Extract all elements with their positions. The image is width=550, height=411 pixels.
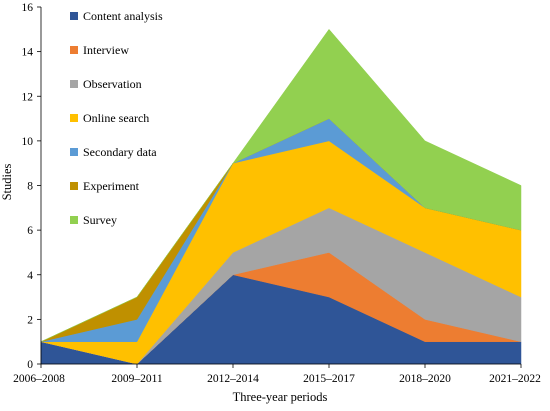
legend-swatch	[70, 46, 78, 54]
legend-swatch	[70, 216, 78, 224]
legend-swatch	[70, 80, 78, 88]
y-tick-label: 2	[27, 314, 33, 326]
y-axis-title: Studies	[0, 163, 14, 200]
y-tick-label: 6	[27, 225, 33, 237]
legend-swatch	[70, 148, 78, 156]
legend: Content analysis Interview Observation Onli…	[70, 9, 163, 227]
y-tick-label: 12	[22, 91, 34, 103]
area-survey	[40, 28, 522, 342]
y-tick-labels: 0 2 4 6 8 10 12 14 16	[22, 2, 34, 371]
legend-label: Content analysis	[83, 9, 163, 23]
x-tick-label: 2012–2014	[207, 373, 259, 385]
legend-swatch	[70, 182, 78, 190]
legend-swatch	[70, 12, 78, 20]
legend-label: Observation	[83, 77, 142, 91]
y-tick-label: 14	[22, 47, 34, 59]
legend-swatch	[70, 114, 78, 122]
x-tick-label: 2018–2020	[399, 373, 451, 385]
y-tick-label: 4	[27, 270, 33, 282]
legend-label: Interview	[83, 43, 129, 57]
legend-label: Experiment	[83, 179, 140, 193]
y-tick-label: 16	[22, 2, 34, 14]
legend-label: Survey	[83, 213, 117, 227]
x-tick-label: 2009–2011	[111, 373, 163, 385]
x-tick-label: 2021–2022	[489, 373, 541, 385]
x-axis-title: Three-year periods	[233, 390, 328, 404]
x-tick-label: 2015–2017	[303, 373, 355, 385]
area-series-group	[40, 28, 522, 365]
y-tick-label: 8	[27, 181, 33, 193]
y-tick-label: 10	[22, 136, 34, 148]
axes-group	[37, 6, 522, 368]
x-tick-label: 2006–2008	[13, 373, 65, 385]
x-tick-labels: 2006–2008 2009–2011 2012–2014 2015–2017 2018…	[13, 373, 541, 385]
legend-label: Online search	[83, 111, 149, 125]
y-tick-label: 0	[27, 359, 33, 371]
legend-label: Secondary data	[83, 145, 157, 159]
